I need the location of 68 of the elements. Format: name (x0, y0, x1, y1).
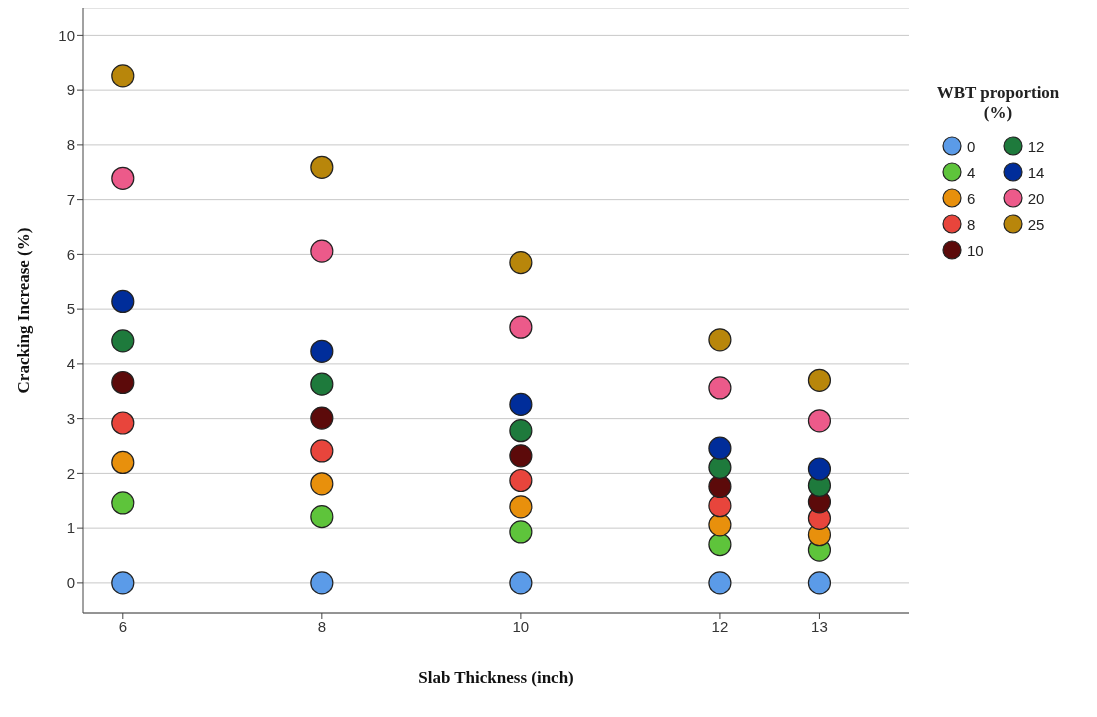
legend-label: 4 (967, 163, 976, 181)
point (310, 239, 334, 263)
point (310, 505, 334, 529)
legend-label: 20 (1027, 189, 1045, 207)
legend-label: 8 (967, 215, 976, 233)
legend-label: 6 (967, 189, 976, 207)
x-tick-label: 12 (711, 617, 729, 635)
y-tick-label: 10 (58, 26, 75, 44)
y-tick-label: 6 (66, 245, 75, 263)
point (111, 64, 135, 88)
y-tick-label: 8 (66, 136, 75, 154)
point (111, 289, 135, 314)
point (708, 532, 732, 557)
point (509, 495, 533, 519)
y-tick-label: 5 (66, 300, 75, 318)
point (111, 411, 135, 435)
y-tick-label: 9 (66, 81, 75, 99)
x-axis-title: Slab Thickness (inch) (418, 668, 574, 687)
y-tick-label: 3 (66, 409, 75, 427)
point (708, 328, 732, 352)
point (807, 457, 832, 481)
point (708, 513, 732, 537)
point (310, 571, 334, 595)
point (509, 315, 533, 339)
point (111, 450, 135, 475)
point (310, 155, 334, 179)
point (708, 455, 732, 479)
x-tick-label: 10 (512, 617, 530, 635)
point (509, 444, 533, 468)
point (310, 339, 334, 363)
point (708, 474, 732, 499)
legend-label: 10 (967, 241, 984, 259)
point (111, 166, 135, 190)
legend-label: 14 (1027, 163, 1045, 181)
point (111, 571, 135, 595)
point (509, 520, 533, 544)
point (509, 392, 533, 416)
legend-label: 25 (1027, 215, 1045, 233)
y-tick-label: 2 (66, 464, 75, 482)
point (708, 436, 732, 460)
point (509, 250, 533, 275)
point (807, 368, 832, 392)
y-tick-label: 0 (66, 574, 75, 592)
x-tick-label: 6 (118, 617, 127, 635)
point (509, 468, 533, 493)
point (310, 472, 334, 496)
point (111, 370, 135, 395)
y-axis-title: Cracking Increase (%) (14, 227, 34, 394)
point (310, 372, 334, 396)
point (111, 491, 135, 515)
point (708, 571, 732, 595)
legend-label: 0 (967, 137, 976, 155)
point (509, 419, 533, 443)
y-tick-label: 1 (66, 519, 75, 537)
x-tick-label: 8 (317, 617, 327, 635)
point (708, 494, 732, 518)
point (310, 439, 334, 463)
x-tick-label: 13 (811, 617, 828, 635)
y-tick-label: 4 (66, 355, 75, 373)
point (807, 571, 832, 595)
legend-title: WBT proportion (%) (935, 83, 1061, 123)
point (807, 409, 832, 433)
legend-label: 12 (1027, 137, 1045, 155)
point (509, 571, 533, 595)
point (708, 376, 732, 400)
point (111, 329, 135, 353)
y-tick-label: 7 (66, 190, 75, 208)
point (310, 406, 334, 430)
